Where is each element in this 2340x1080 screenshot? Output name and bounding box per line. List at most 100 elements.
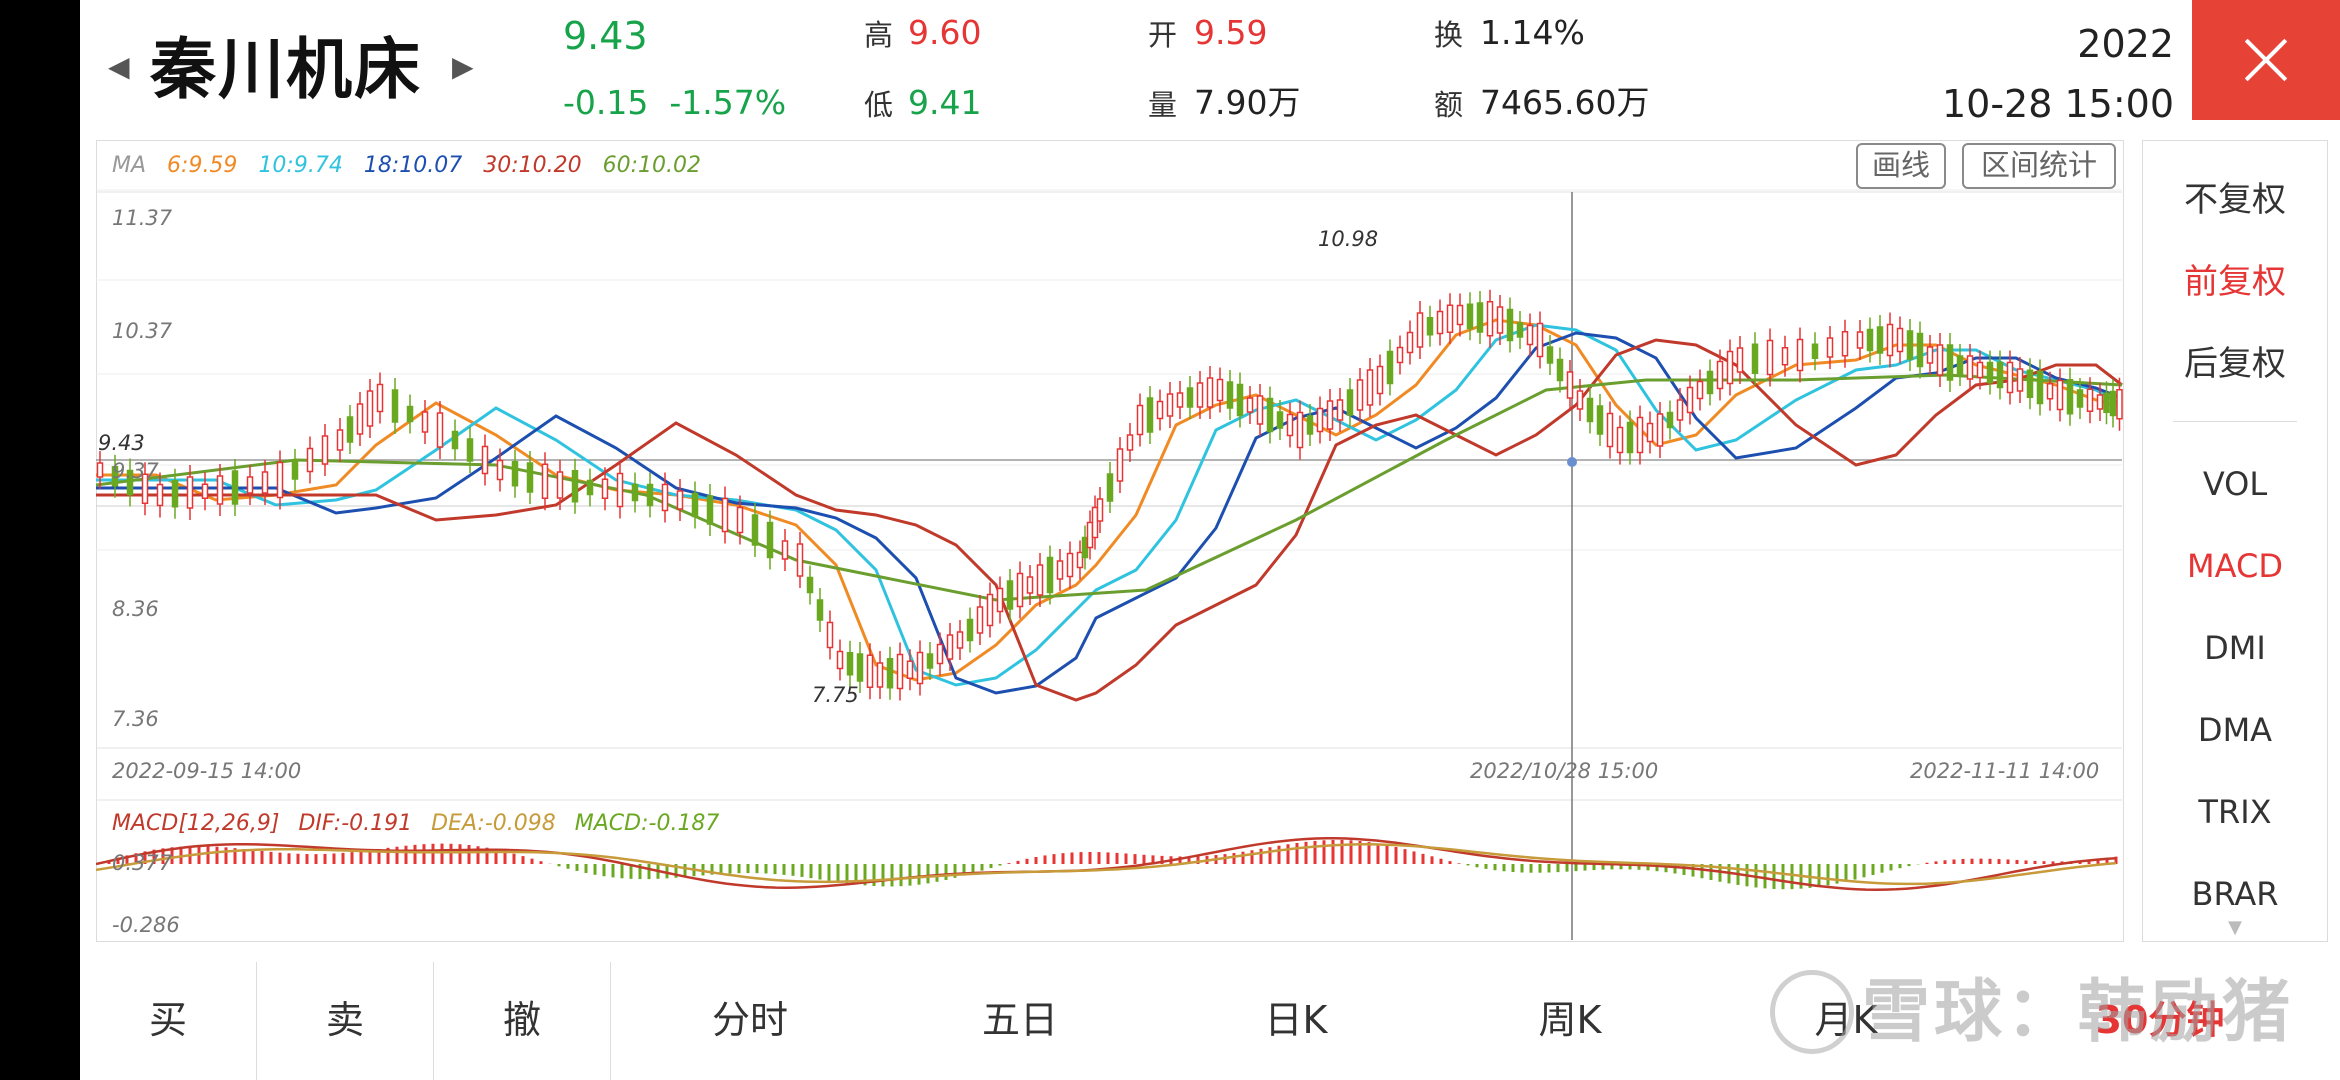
- candle-body: [956, 631, 964, 649]
- next-stock-icon[interactable]: ▶: [452, 50, 474, 83]
- candle-body: [1916, 332, 1924, 368]
- candle-body: [2006, 361, 2014, 394]
- candle-body: [616, 472, 624, 508]
- candle-body: [1216, 378, 1224, 402]
- candle-body: [916, 651, 924, 685]
- candle-body: [1736, 347, 1744, 373]
- candle-body: [1396, 346, 1404, 364]
- candle-body: [1896, 327, 1904, 353]
- adjust-forward[interactable]: 前复权: [2184, 262, 2286, 302]
- candle-body: [1186, 387, 1194, 408]
- indicator-brar[interactable]: BRAR: [2191, 875, 2279, 913]
- kline-chart[interactable]: [96, 140, 2124, 942]
- chart-frame[interactable]: [96, 140, 2124, 942]
- ma18-line: [96, 331, 2123, 695]
- candle-body: [1176, 392, 1184, 408]
- tab-weekly-k[interactable]: 周K: [1538, 998, 1602, 1042]
- x-label-cursor: 2022/10/28 15:00: [1470, 759, 1659, 783]
- candle-body: [1486, 301, 1494, 337]
- draw-line-button[interactable]: 画线: [1856, 143, 1946, 189]
- close-button[interactable]: [2192, 0, 2340, 120]
- candle-body: [1126, 434, 1134, 451]
- candle-body: [886, 658, 894, 689]
- candle-body: [946, 634, 954, 660]
- stock-name: 秦川机床: [150, 31, 422, 108]
- macd-legend: MACD[12,26,9] DIF:-0.191 DEA:-0.098 MACD…: [112, 808, 731, 840]
- ma10-value: 10:9.74: [258, 153, 343, 178]
- candle-body: [2036, 370, 2044, 405]
- range-stats-button[interactable]: 区间统计: [1962, 143, 2116, 189]
- candle-body: [126, 469, 134, 496]
- tab-30-minute[interactable]: 30分钟: [2095, 998, 2225, 1042]
- candle-body: [1976, 361, 1984, 379]
- candle-body: [1446, 304, 1454, 333]
- ma30-line: [96, 338, 2123, 702]
- candle-body: [906, 660, 914, 679]
- candle-body: [2096, 394, 2104, 410]
- candle-body: [96, 462, 104, 478]
- tab-cancel[interactable]: 撤: [502, 998, 541, 1042]
- candle-body: [586, 479, 594, 496]
- candle-body: [1046, 556, 1054, 594]
- candle-body: [276, 461, 284, 499]
- indicator-dmi[interactable]: DMI: [2204, 629, 2266, 667]
- prev-stock-icon[interactable]: ◀: [108, 50, 130, 83]
- candle-body: [1676, 399, 1684, 421]
- indicator-trix[interactable]: TRIX: [2198, 793, 2272, 831]
- candle-body: [856, 653, 864, 682]
- candle-body: [1276, 411, 1284, 429]
- candle-body: [1726, 350, 1734, 385]
- candle-body: [1166, 393, 1174, 417]
- candle-body: [1781, 347, 1789, 366]
- adjust-backward[interactable]: 后复权: [2184, 344, 2286, 384]
- tab-five-day[interactable]: 五日: [981, 998, 1058, 1042]
- tab-daily-k[interactable]: 日K: [1264, 998, 1328, 1042]
- candle-body: [2086, 388, 2094, 412]
- candle-body: [451, 430, 459, 450]
- candle-body: [661, 483, 669, 512]
- tab-intraday[interactable]: 分时: [711, 998, 788, 1042]
- candle-body: [1366, 369, 1374, 406]
- dea-line: [96, 843, 2117, 886]
- candle-body: [806, 576, 814, 594]
- candle-body: [2066, 379, 2074, 415]
- candle-body: [1656, 413, 1664, 447]
- right-panel: 不复权 前复权 后复权 VOL MACD DMI DMA TRIX BRAR ▼: [2142, 140, 2328, 942]
- candle-body: [1016, 572, 1024, 608]
- candle-body: [156, 483, 164, 507]
- candle-body: [676, 490, 684, 510]
- candle-body: [1266, 397, 1274, 433]
- candle-body: [1606, 412, 1614, 448]
- candle-body: [511, 461, 519, 487]
- adjust-none[interactable]: 不复权: [2184, 180, 2286, 220]
- candle-body: [1796, 338, 1804, 372]
- candle-body: [876, 662, 884, 688]
- candle-body: [1716, 360, 1724, 390]
- indicator-macd[interactable]: MACD: [2187, 547, 2283, 585]
- candle-body: [366, 390, 374, 427]
- candle-body: [1926, 346, 1934, 364]
- ma6-value: 6:9.59: [167, 153, 238, 178]
- indicator-vol[interactable]: VOL: [2202, 465, 2268, 503]
- candle-body: [481, 445, 489, 475]
- indicator-dma[interactable]: DMA: [2197, 711, 2273, 749]
- date-time: 10-28 15:00: [1941, 82, 2174, 126]
- candle-body: [1336, 399, 1344, 421]
- tab-divider: [256, 962, 257, 1080]
- candle-body: [1996, 361, 2004, 389]
- candle-body: [796, 543, 804, 577]
- candle-body: [976, 606, 984, 634]
- scroll-down-icon[interactable]: ▼: [2228, 917, 2242, 938]
- tab-buy[interactable]: 买: [148, 998, 187, 1042]
- candle-body: [996, 587, 1004, 613]
- current-price: 9.43: [563, 14, 648, 58]
- y-label-current: 9.43: [98, 431, 145, 455]
- candle-body: [1506, 308, 1514, 342]
- candle-body: [436, 412, 444, 448]
- candle-body: [1986, 361, 1994, 384]
- candle-body: [721, 497, 729, 533]
- tab-sell[interactable]: 卖: [325, 998, 364, 1042]
- candle-body: [1906, 330, 1914, 360]
- candle-body: [1056, 560, 1064, 580]
- bottom-bar: [80, 960, 2340, 1080]
